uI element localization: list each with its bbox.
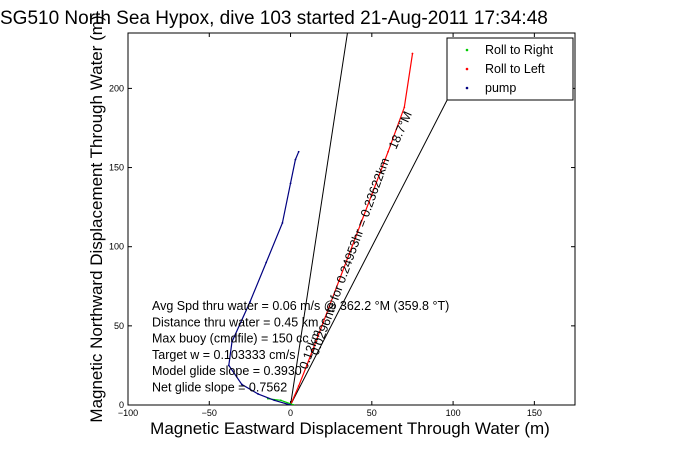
data-point — [257, 393, 259, 395]
legend: Roll to Right Roll to Left pump — [446, 37, 574, 101]
x-tick-label: 150 — [527, 408, 542, 418]
data-point — [387, 150, 389, 153]
data-point — [354, 236, 357, 239]
axis-ticks: −100 −50 0 50 100 150 0 50 100 150 200 — [109, 33, 575, 418]
data-point — [305, 364, 308, 367]
data-point — [403, 106, 406, 109]
x-tick-label: 0 — [288, 408, 293, 418]
reference-line — [290, 88, 454, 405]
legend-label: pump — [485, 81, 516, 95]
legend-label: Roll to Right — [485, 43, 554, 57]
annotation-line: Avg Spd thru water = 0.06 m/s @ 362.2 °M… — [152, 299, 449, 313]
data-point — [338, 279, 341, 281]
data-point — [227, 364, 230, 367]
annotation-line: Target w = 0.103333 cm/s — [152, 348, 295, 362]
y-tick-label: 150 — [109, 163, 124, 173]
legend-marker — [465, 48, 469, 52]
reference-line — [290, 33, 348, 405]
data-point — [297, 385, 300, 387]
data-point — [322, 321, 324, 324]
data-point — [279, 399, 282, 402]
y-axis-label: Magnetic Northward Displacement Through … — [87, 15, 106, 422]
legend-label: Roll to Left — [485, 62, 545, 76]
y-tick-label: 200 — [109, 83, 124, 93]
data-point — [289, 182, 292, 185]
x-axis-label: Magnetic Eastward Displacement Through W… — [150, 419, 550, 438]
data-point — [411, 52, 414, 55]
data-point — [249, 301, 251, 304]
chart-title: SG510 North Sea Hypox, dive 103 started … — [0, 8, 548, 29]
plot-content — [227, 33, 454, 405]
legend-marker — [465, 67, 469, 71]
annotation-line: Model glide slope = 0.3930 — [152, 364, 302, 378]
data-point — [289, 404, 292, 405]
data-point — [240, 383, 243, 386]
annotation-block: Avg Spd thru water = 0.06 m/s @ 362.2 °M… — [152, 299, 449, 395]
x-tick-label: −50 — [202, 408, 217, 418]
x-tick-label: −100 — [118, 408, 138, 418]
y-tick-label: 0 — [119, 400, 124, 410]
y-tick-label: 50 — [114, 321, 124, 331]
x-tick-label: 50 — [367, 408, 377, 418]
annotation-line: Net glide slope = 0.7562 — [152, 381, 287, 395]
data-point — [281, 222, 284, 224]
data-point — [294, 158, 297, 161]
annotation-line: Distance thru water = 0.45 km — [152, 315, 318, 329]
y-tick-label: 100 — [109, 242, 124, 252]
data-point — [273, 399, 276, 402]
data-point — [370, 193, 373, 196]
annotation-line: Max buoy (cmdfile) = 150 cc — [152, 332, 309, 346]
x-tick-label: 100 — [446, 408, 461, 418]
series-line — [228, 151, 300, 405]
series-line — [289, 53, 414, 405]
data-point — [231, 340, 233, 343]
data-point — [297, 150, 300, 153]
data-point — [292, 404, 295, 405]
data-point — [265, 261, 268, 264]
legend-marker — [465, 86, 469, 90]
